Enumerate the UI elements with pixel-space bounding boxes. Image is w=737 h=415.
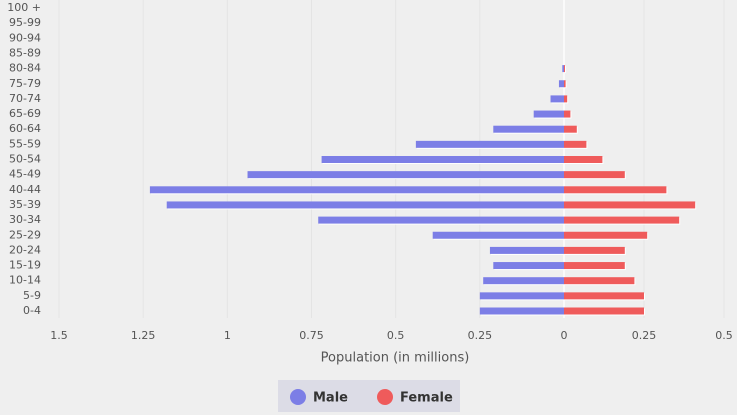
y-tick-label: 50-54	[9, 153, 41, 166]
y-tick-label: 55-59	[9, 137, 41, 150]
bar	[564, 65, 565, 73]
bar	[550, 95, 564, 103]
bar	[493, 125, 564, 133]
legend-marker[interactable]	[290, 389, 306, 405]
y-tick-label: 15-19	[9, 259, 41, 272]
y-tick-label: 45-49	[9, 168, 41, 181]
x-axis-title: Population (in millions)	[321, 351, 470, 366]
bar	[149, 186, 564, 194]
bar	[564, 80, 566, 88]
bar	[564, 307, 644, 315]
bar	[564, 171, 625, 179]
y-tick-label: 20-24	[9, 243, 41, 256]
bar	[166, 201, 564, 209]
bar	[564, 216, 680, 224]
x-tick-label: 0.5	[715, 329, 733, 342]
legend-label[interactable]: Female	[400, 391, 453, 406]
y-tick-label: 85-89	[9, 46, 41, 59]
x-tick-label: 1.5	[50, 329, 68, 342]
bar	[321, 156, 564, 163]
bar	[564, 125, 577, 133]
x-tick-label: 0.25	[632, 329, 657, 342]
bar	[483, 277, 564, 285]
y-tick-label: 10-14	[9, 274, 41, 287]
y-tick-label: 60-64	[9, 122, 41, 135]
bar	[564, 262, 625, 270]
bar	[558, 80, 564, 88]
bar	[564, 140, 587, 148]
bar	[479, 307, 564, 315]
y-tick-label: 95-99	[9, 16, 41, 29]
x-tick-label: 0.25	[468, 329, 493, 342]
x-tick-label: 0.75	[299, 329, 324, 342]
bar	[564, 156, 603, 163]
y-tick-label: 100 +	[7, 1, 41, 14]
bar	[564, 231, 648, 239]
bar	[564, 246, 625, 254]
bar	[415, 140, 564, 148]
x-tick-label: 1.25	[131, 329, 156, 342]
y-tick-label: 70-74	[9, 92, 41, 105]
x-tick-label: 0.5	[387, 329, 405, 342]
y-tick-label: 0-4	[23, 304, 41, 317]
bar	[564, 277, 635, 285]
legend-marker[interactable]	[377, 389, 393, 405]
bar	[564, 95, 568, 103]
bar	[533, 110, 564, 118]
y-tick-label: 25-29	[9, 228, 41, 241]
legend-label[interactable]: Male	[313, 391, 348, 406]
y-tick-label: 5-9	[23, 289, 41, 302]
bar	[493, 262, 564, 270]
y-tick-label: 80-84	[9, 62, 41, 75]
bar	[564, 110, 571, 118]
y-tick-label: 75-79	[9, 77, 41, 90]
x-tick-label: 1	[224, 329, 231, 342]
y-tick-label: 35-39	[9, 198, 41, 211]
y-tick-label: 90-94	[9, 31, 41, 44]
bar	[564, 292, 644, 300]
legend-box	[278, 380, 460, 412]
bar	[479, 292, 564, 300]
bar	[247, 171, 565, 179]
y-tick-label: 40-44	[9, 183, 41, 196]
y-tick-label: 65-69	[9, 107, 41, 120]
bar	[564, 186, 667, 194]
x-tick-label: 0	[561, 329, 568, 342]
bar	[562, 65, 564, 73]
bar	[432, 231, 564, 239]
bar	[564, 201, 696, 209]
bar	[318, 216, 564, 224]
bar	[489, 246, 564, 254]
y-tick-label: 30-34	[9, 213, 41, 226]
